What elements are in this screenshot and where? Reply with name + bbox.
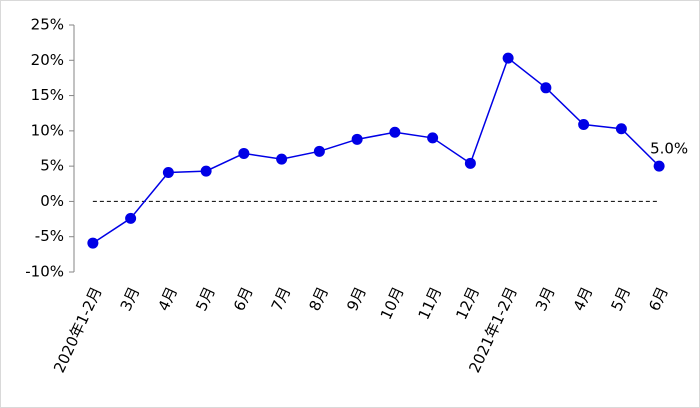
point	[578, 119, 590, 131]
y-tick-label: 15%	[31, 86, 64, 104]
y-tick-label: 5%	[40, 157, 64, 175]
line	[92, 56, 660, 244]
point	[87, 237, 99, 249]
y-tick-label: 10%	[31, 121, 64, 139]
point	[427, 132, 439, 144]
point	[653, 160, 665, 172]
point	[464, 157, 476, 169]
point	[125, 212, 137, 224]
point	[276, 153, 288, 165]
point	[238, 147, 250, 159]
point	[313, 145, 325, 157]
point	[502, 52, 514, 64]
point	[540, 82, 552, 94]
point	[615, 123, 627, 135]
point	[389, 126, 401, 138]
y-tick-label: -10%	[25, 263, 64, 281]
point	[200, 165, 212, 177]
y-tick-label: 20%	[31, 51, 64, 69]
y-tick-label: 25%	[31, 16, 64, 34]
y-tick-label: 0%	[40, 192, 64, 210]
point	[162, 166, 174, 178]
value-label: 5.0%	[650, 140, 688, 158]
point	[351, 133, 363, 145]
y-tick-label: -5%	[35, 227, 64, 245]
